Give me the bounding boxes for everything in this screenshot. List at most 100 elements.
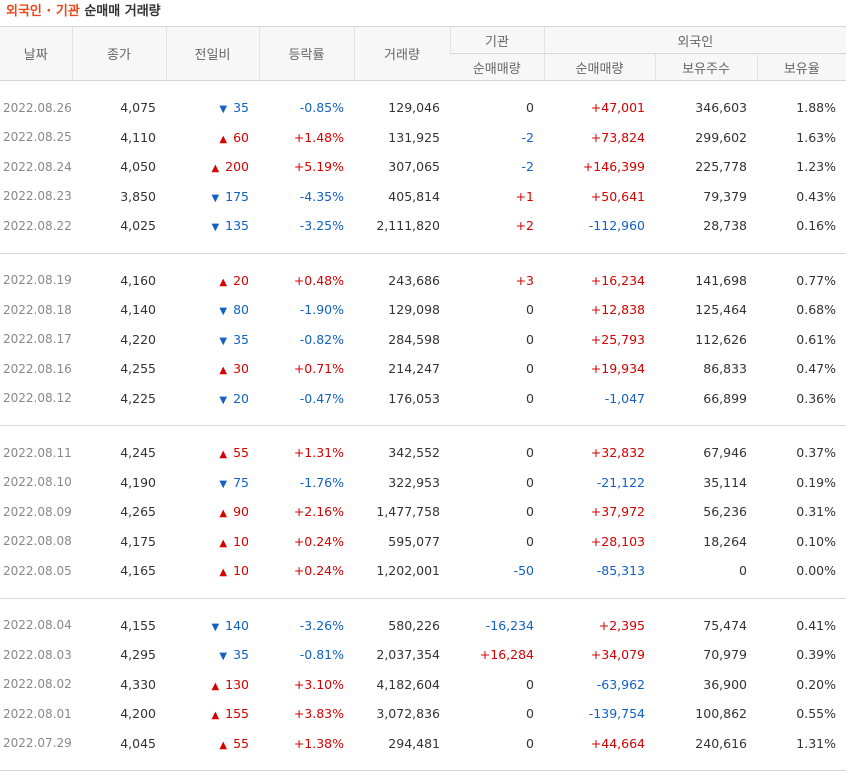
cell-close: 4,165 — [120, 563, 156, 579]
table-row: 2022.08.04 4,155 ▼ 140 -3.26% 580,226 -16,234 +… — [0, 611, 846, 641]
table-row: 2022.08.22 4,025 ▼ 135 -3.25% 2,111,820 +2 -112… — [0, 211, 846, 241]
cell-close: 4,050 — [120, 159, 156, 175]
cell-institution-net: +16,284 — [479, 647, 534, 663]
header-foreign-ratio: 보유율 — [756, 53, 847, 81]
cell-volume: 176,053 — [388, 390, 440, 406]
change-value: 35 — [233, 647, 249, 663]
cell-foreign-shares: 240,616 — [695, 735, 747, 751]
cell-foreign-net: -85,313 — [596, 563, 645, 579]
title-rest: 순매매 거래량 — [84, 4, 161, 19]
cell-change: ▲ 10 — [166, 527, 259, 557]
cell-institution-net: +1 — [515, 188, 534, 204]
cell-foreign-shares: 35,114 — [703, 474, 747, 490]
cell-date: 2022.08.03 — [3, 647, 72, 662]
arrow-up-icon: ▲ — [219, 508, 228, 520]
table-row: 2022.08.24 4,050 ▲ 200 +5.19% 307,065 -2 +146,3… — [0, 152, 846, 182]
arrow-up-icon: ▲ — [211, 163, 220, 175]
cell-institution-net: +2 — [515, 218, 534, 234]
cell-close: 4,245 — [120, 445, 156, 461]
cell-volume: 2,037,354 — [376, 647, 440, 663]
cell-rate: -0.82% — [299, 331, 344, 347]
arrow-up-icon: ▲ — [219, 739, 228, 751]
cell-rate: +0.24% — [293, 533, 344, 549]
cell-foreign-shares: 28,738 — [703, 218, 747, 234]
cell-foreign-net: +2,395 — [598, 617, 645, 633]
cell-foreign-net: -112,960 — [588, 218, 645, 234]
cell-rate: +0.71% — [293, 361, 344, 377]
cell-institution-net: -2 — [521, 159, 534, 175]
change-value: 10 — [233, 563, 249, 579]
cell-date: 2022.07.29 — [3, 736, 72, 751]
cell-foreign-ratio: 0.47% — [796, 361, 837, 377]
table-row: 2022.08.03 4,295 ▼ 35 -0.81% 2,037,354 +16,284… — [0, 640, 846, 670]
cell-close: 4,155 — [120, 617, 156, 633]
cell-change: ▲ 155 — [166, 699, 259, 729]
cell-date: 2022.08.24 — [3, 159, 72, 174]
change-value: 30 — [233, 361, 249, 377]
cell-volume: 342,552 — [388, 445, 440, 461]
cell-foreign-net: +146,399 — [582, 159, 645, 175]
table-row: 2022.07.29 4,045 ▲ 55 +1.38% 294,481 0 +44,664 2… — [0, 729, 846, 759]
cell-date: 2022.08.17 — [3, 332, 72, 347]
cell-date: 2022.08.26 — [3, 100, 72, 115]
arrow-down-icon: ▼ — [211, 192, 220, 204]
cell-rate: -0.47% — [299, 390, 344, 406]
table-row: 2022.08.26 4,075 ▼ 35 -0.85% 129,046 0 +47,001 3… — [0, 93, 846, 123]
group-separator — [0, 597, 847, 599]
cell-foreign-shares: 112,626 — [695, 331, 747, 347]
cell-rate: +1.38% — [293, 735, 344, 751]
cell-foreign-shares: 125,464 — [695, 302, 747, 318]
header-foreign-shares: 보유주수 — [654, 53, 757, 81]
cell-foreign-shares: 67,946 — [703, 445, 747, 461]
cell-foreign-shares: 225,778 — [695, 159, 747, 175]
cell-date: 2022.08.08 — [3, 534, 72, 549]
arrow-down-icon: ▼ — [211, 621, 220, 633]
cell-institution-net: 0 — [526, 706, 534, 722]
cell-volume: 214,247 — [388, 361, 440, 377]
table-row: 2022.08.01 4,200 ▲ 155 +3.83% 3,072,836 0 -139,… — [0, 699, 846, 729]
cell-change: ▼ 35 — [166, 325, 259, 355]
cell-change: ▲ 20 — [166, 266, 259, 296]
table-row: 2022.08.23 3,850 ▼ 175 -4.35% 405,814 +1 +50,64… — [0, 182, 846, 212]
cell-foreign-ratio: 0.55% — [796, 706, 837, 722]
cell-rate: +5.19% — [293, 159, 344, 175]
change-value: 130 — [225, 676, 249, 692]
cell-volume: 405,814 — [388, 188, 440, 204]
arrow-up-icon: ▲ — [219, 365, 228, 377]
table-row: 2022.08.19 4,160 ▲ 20 +0.48% 243,686 +3 +16,234… — [0, 266, 846, 296]
change-value: 35 — [233, 331, 249, 347]
cell-foreign-net: +12,838 — [590, 302, 645, 318]
cell-institution-net: 0 — [526, 676, 534, 692]
arrow-down-icon: ▼ — [219, 651, 228, 663]
arrow-down-icon: ▼ — [219, 394, 228, 406]
cell-foreign-shares: 66,899 — [703, 390, 747, 406]
cell-date: 2022.08.02 — [3, 677, 72, 692]
cell-foreign-shares: 75,474 — [703, 617, 747, 633]
arrow-down-icon: ▼ — [219, 335, 228, 347]
cell-foreign-net: +28,103 — [590, 533, 645, 549]
cell-rate: -0.81% — [299, 647, 344, 663]
cell-volume: 294,481 — [388, 735, 440, 751]
cell-foreign-ratio: 0.41% — [796, 617, 837, 633]
header-volume: 거래량 — [353, 26, 450, 81]
cell-foreign-net: +19,934 — [590, 361, 645, 377]
cell-foreign-net: -1,047 — [604, 390, 645, 406]
table-row: 2022.08.05 4,165 ▲ 10 +0.24% 1,202,001 -50 -85,… — [0, 556, 846, 586]
cell-foreign-ratio: 0.37% — [796, 445, 837, 461]
cell-date: 2022.08.23 — [3, 189, 72, 204]
cell-foreign-shares: 0 — [739, 563, 747, 579]
cell-foreign-ratio: 0.77% — [796, 272, 837, 288]
cell-foreign-shares: 70,979 — [703, 647, 747, 663]
cell-change: ▼ 20 — [166, 384, 259, 414]
arrow-up-icon: ▲ — [219, 537, 228, 549]
group-gap — [0, 81, 846, 94]
cell-institution-net: -16,234 — [485, 617, 534, 633]
change-value: 35 — [233, 100, 249, 116]
group-separator — [0, 425, 847, 426]
table-row: 2022.08.25 4,110 ▲ 60 +1.48% 131,925 -2 +73,824… — [0, 123, 846, 153]
cell-foreign-ratio: 0.68% — [796, 302, 837, 318]
cell-institution-net: 0 — [526, 361, 534, 377]
cell-foreign-net: -21,122 — [596, 474, 645, 490]
cell-rate: +0.24% — [293, 563, 344, 579]
cell-close: 4,295 — [120, 647, 156, 663]
